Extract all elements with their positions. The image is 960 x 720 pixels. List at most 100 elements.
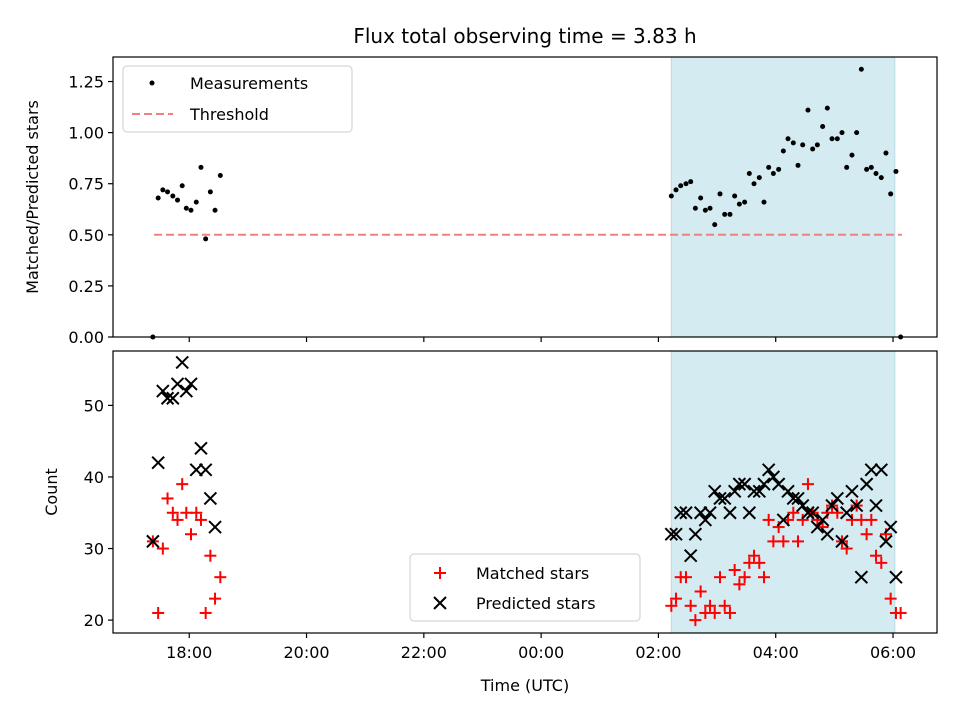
predicted-star-point xyxy=(737,477,752,491)
matched-star-point xyxy=(176,478,189,491)
matched-star-point xyxy=(777,535,790,548)
measurement-point xyxy=(746,170,752,176)
measurement-point xyxy=(761,199,767,205)
measurement-point xyxy=(878,175,884,181)
matched-star-point xyxy=(161,492,174,505)
predicted-star-point xyxy=(820,527,835,541)
matched-star-point xyxy=(801,478,814,491)
count-y-axis-label: Count xyxy=(42,468,61,516)
predicted-star-point xyxy=(156,384,170,398)
measurement-point xyxy=(829,136,835,142)
x-tick-label: 22:00 xyxy=(401,643,447,662)
predicted-star-point xyxy=(208,520,222,534)
measurement-point xyxy=(692,205,698,211)
matched-star-point xyxy=(875,556,888,569)
ratio-y-tick-label: 0.75 xyxy=(68,175,104,194)
predicted-star-point xyxy=(683,548,698,563)
predicted-star-point xyxy=(776,513,791,527)
measurement-point xyxy=(805,107,811,113)
ratio-legend: Measurements Threshold xyxy=(122,65,353,133)
measurement-point xyxy=(868,164,874,170)
matched-star-point xyxy=(728,564,741,577)
matched-star-point xyxy=(792,535,805,548)
predicted-star-point xyxy=(752,484,767,498)
predicted-star-point xyxy=(723,506,737,520)
predicted-star-point xyxy=(839,506,854,520)
measurement-point xyxy=(688,179,694,185)
measurement-point xyxy=(873,170,879,176)
matched-star-point xyxy=(665,599,678,612)
measurement-point xyxy=(849,152,855,158)
predicted-star-point xyxy=(664,527,679,541)
measurement-point xyxy=(839,130,845,136)
measurement-point xyxy=(864,166,870,172)
count-y-tick-label: 50 xyxy=(84,396,104,415)
matched-star-point xyxy=(787,506,800,519)
measurement-point xyxy=(160,187,166,193)
measurement-point xyxy=(175,197,181,203)
predicted-star-point xyxy=(179,384,194,398)
predicted-star-point xyxy=(845,484,859,498)
measurement-point xyxy=(188,207,194,213)
ratio-y-tick-label: 0.50 xyxy=(68,226,104,245)
measurement-point xyxy=(776,166,782,172)
predicted-star-point xyxy=(679,506,693,520)
measurement-point xyxy=(707,205,713,211)
predicted-star-point xyxy=(747,484,761,498)
x-axis-label: Time (UTC) xyxy=(480,676,569,695)
measurement-point xyxy=(673,187,679,193)
ratio-y-ticks: 0.00 0.25 0.50 0.75 1.00 1.25 xyxy=(68,73,113,347)
measurement-point xyxy=(795,162,801,168)
matched-star-point xyxy=(757,571,770,584)
matched-star-point xyxy=(185,528,198,541)
predicted-star-point xyxy=(825,498,839,513)
matched-star-point xyxy=(156,542,169,555)
matched-star-point xyxy=(796,513,809,526)
measurement-point xyxy=(790,140,796,146)
count-y-tick-label: 30 xyxy=(84,540,104,559)
matched-star-point xyxy=(753,556,766,569)
matched-star-point xyxy=(894,606,907,619)
predicted-star-point xyxy=(757,477,771,491)
measurement-point xyxy=(717,191,723,197)
matched-star-point xyxy=(171,513,184,526)
matched-star-point xyxy=(879,528,892,541)
measurement-point xyxy=(165,189,171,195)
predicted-star-point xyxy=(761,463,776,477)
measurement-point xyxy=(732,193,738,199)
measurement-point xyxy=(893,168,899,174)
ratio-panel: 0.00 0.25 0.50 0.75 1.00 1.25 Matched/Predict… xyxy=(23,56,938,347)
count-panel: 20 30 40 50 18:00 20:00 22:00 00:00 02:00 04:00 0… xyxy=(42,350,938,695)
measurement-point xyxy=(756,175,762,181)
matched-star-point xyxy=(870,549,883,562)
ratio-y-tick-label: 0.00 xyxy=(68,328,104,347)
measurement-point xyxy=(736,201,742,207)
predicted-star-point xyxy=(810,520,825,534)
measurement-point xyxy=(698,195,704,201)
measurement-point xyxy=(810,146,816,152)
predicted-star-point xyxy=(713,491,727,506)
matched-star-point xyxy=(670,592,683,605)
predicted-star-point xyxy=(698,513,713,527)
measurement-point xyxy=(702,207,708,213)
measurement-point xyxy=(712,222,718,228)
measurement-point xyxy=(155,195,161,201)
predicted-star-point xyxy=(669,527,683,541)
measurement-point xyxy=(883,150,889,156)
matched-star-point xyxy=(860,528,873,541)
measurement-point xyxy=(198,164,204,170)
predicted-star-point xyxy=(198,463,213,477)
predicted-star-point xyxy=(766,470,781,484)
count-legend-box xyxy=(409,553,641,622)
ratio-legend-box xyxy=(122,65,353,133)
measurement-point xyxy=(207,189,213,195)
measurement-point xyxy=(217,173,223,179)
matched-star-point xyxy=(194,513,207,526)
predicted-star-point xyxy=(160,391,175,405)
matched-star-point xyxy=(718,599,731,612)
ratio-y-axis-label: Matched/Predicted stars xyxy=(23,100,42,294)
x-tick-label: 04:00 xyxy=(753,643,799,662)
matched-star-point xyxy=(679,571,692,584)
matched-star-point xyxy=(190,506,203,519)
predicted-star-point xyxy=(815,513,830,527)
